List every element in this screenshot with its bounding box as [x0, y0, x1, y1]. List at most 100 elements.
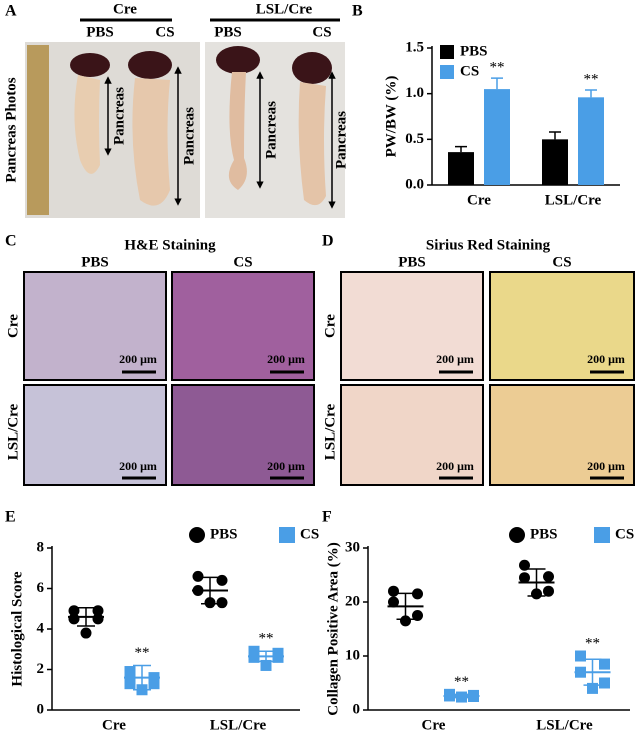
y-tick-label: 0	[353, 701, 361, 717]
panel-label: C	[5, 233, 17, 250]
y-tick-label: 0	[37, 701, 45, 717]
pancreas	[228, 72, 247, 190]
error-bar	[491, 77, 503, 90]
scale-label: 200 μm	[119, 459, 157, 473]
sd-bar	[133, 664, 151, 691]
scale-label: 200 μm	[267, 352, 305, 366]
organ-label: Pancreas	[111, 87, 127, 145]
micrograph	[489, 271, 635, 381]
condition-label: PBS	[214, 24, 242, 40]
micrograph	[340, 384, 484, 486]
scale-label: 200 μm	[587, 352, 625, 366]
error-bar	[549, 131, 561, 140]
micrograph	[23, 271, 167, 381]
y-tick-label: 6	[37, 580, 45, 596]
panel-label: A	[5, 3, 17, 20]
legend-label: CS	[615, 526, 634, 542]
point	[92, 605, 104, 617]
point	[216, 597, 228, 609]
y-tick-label: 2	[37, 661, 45, 677]
scale-label: 200 μm	[436, 352, 474, 366]
point	[189, 527, 205, 543]
legend-label: CS	[300, 526, 319, 542]
spleen	[292, 52, 332, 84]
significance: **	[490, 60, 505, 76]
panel-title: Sirius Red Staining	[426, 237, 551, 253]
point	[68, 605, 80, 617]
point	[519, 572, 530, 584]
y-tick-label: 0.5	[405, 131, 424, 147]
micrograph	[171, 384, 315, 486]
significance: **	[135, 645, 150, 661]
spleen	[128, 51, 172, 79]
photo	[25, 42, 200, 218]
sd-bar	[396, 592, 415, 621]
point	[599, 658, 610, 670]
significance: **	[259, 631, 274, 647]
point	[519, 559, 530, 571]
point	[248, 645, 260, 657]
point	[260, 659, 272, 671]
point	[509, 527, 525, 543]
sd-bar	[527, 568, 546, 597]
y-tick-label: 0.0	[405, 176, 424, 192]
x-tick-label: Cre	[422, 717, 446, 733]
x-tick-label: Cre	[102, 717, 126, 733]
sd-bar	[201, 576, 219, 605]
point	[248, 651, 260, 663]
condition-label: CS	[155, 24, 174, 40]
row-label: Cre	[322, 314, 338, 338]
micrograph	[340, 271, 484, 381]
scale-label: 200 μm	[119, 352, 157, 366]
point	[599, 677, 610, 689]
pancreas	[298, 82, 326, 206]
x-tick-label: Cre	[467, 192, 491, 208]
row-label: Pancreas Photos	[3, 77, 19, 182]
point	[543, 585, 554, 597]
legend-label: PBS	[210, 526, 238, 542]
panel-label: E	[5, 509, 16, 526]
point	[272, 651, 284, 663]
scale-label: 200 μm	[587, 459, 625, 473]
ruler	[27, 45, 49, 215]
point	[400, 615, 411, 627]
column-label: CS	[233, 254, 252, 270]
bar	[578, 97, 604, 185]
panel-label: D	[322, 233, 334, 250]
pancreas	[74, 75, 100, 174]
spleen	[216, 46, 260, 74]
y-axis-label: Collagen Positive Area (%)	[325, 542, 341, 715]
organ-label: Pancreas	[181, 107, 197, 165]
scale-label: 200 μm	[267, 459, 305, 473]
point	[68, 613, 80, 625]
bar	[542, 139, 568, 185]
sd-bar	[77, 606, 95, 627]
y-tick-label: 10	[345, 647, 360, 663]
error-bar	[455, 145, 467, 153]
y-tick-label: 20	[345, 593, 360, 609]
row-label: LSL/Cre	[5, 403, 21, 460]
y-tick-label: 30	[345, 539, 360, 555]
y-tick-label: 1.0	[405, 85, 424, 101]
point	[80, 627, 92, 639]
legend-label: CS	[460, 63, 479, 79]
condition-label: PBS	[86, 24, 114, 40]
pancreas	[132, 78, 170, 206]
significance: **	[584, 71, 599, 87]
row-label: Cre	[5, 314, 21, 338]
condition-label: CS	[312, 24, 331, 40]
legend-swatch	[440, 65, 454, 79]
sd-bar	[583, 658, 602, 686]
point	[124, 678, 136, 690]
panel-title: H&E Staining	[124, 237, 216, 253]
point	[279, 527, 295, 543]
legend-label: PBS	[460, 43, 488, 59]
legend-label: PBS	[530, 526, 558, 542]
point	[124, 666, 136, 678]
point	[148, 678, 160, 690]
bar	[448, 152, 474, 185]
y-axis-label: Histological Score	[9, 571, 25, 686]
point	[543, 571, 554, 583]
point	[388, 596, 399, 608]
